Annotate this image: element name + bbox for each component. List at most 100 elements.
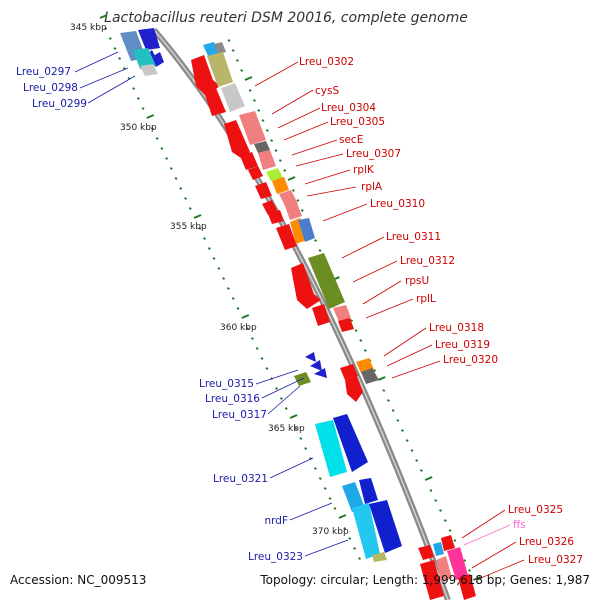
gene-label-lreu-0320: Lreu_0320	[443, 354, 498, 366]
scale-tick-minor	[296, 199, 300, 202]
gene-feature	[359, 478, 378, 504]
scale-tick-major	[193, 214, 202, 219]
leader-line	[291, 139, 338, 156]
scale-tick-major	[338, 514, 347, 519]
accession-text: Accession: NC_009513	[10, 573, 147, 587]
leader-line	[304, 539, 349, 557]
gene-label-lreu-0302: Lreu_0302	[299, 56, 354, 68]
gene-label-lreu-0318: Lreu_0318	[429, 322, 484, 334]
gene-feature	[272, 177, 289, 194]
gene-label-lreu-0298: Lreu_0298	[23, 82, 78, 94]
genome-backbone-highlight	[153, 29, 449, 600]
scale-tick-minor	[396, 419, 400, 422]
scale-tick-minor	[443, 519, 447, 522]
scale-label-350: 350 kbp	[120, 123, 157, 133]
scale-tick-minor	[212, 257, 216, 260]
scale-tick-minor	[169, 167, 173, 170]
leader-line	[341, 236, 385, 259]
gene-feature	[312, 304, 330, 326]
gene-feature	[258, 150, 276, 170]
gene-feature	[338, 318, 354, 332]
gene-label-lreu-0321: Lreu_0321	[213, 473, 268, 485]
gene-label-rpsu: rpsU	[405, 275, 429, 287]
scale-tick-minor	[227, 39, 231, 42]
scale-tick-minor	[274, 149, 278, 152]
scale-tick-minor	[350, 319, 354, 322]
scale-tick-minor	[250, 337, 254, 340]
scale-tick-minor	[358, 557, 361, 560]
leader-line	[261, 377, 305, 399]
scale-tick-minor	[429, 489, 433, 492]
scale-tick-minor	[104, 27, 108, 30]
map-title: Lactobacillus reuteri DSM 20016, complet…	[104, 10, 468, 26]
forward-gene-labels: Lreu_0302 cysS Lreu_0304 Lreu_0305 secE …	[299, 56, 583, 566]
gene-label-lreu-0297: Lreu_0297	[16, 66, 71, 78]
gene-feature	[290, 218, 307, 244]
gene-feature	[372, 552, 387, 562]
scale-tick-minor	[132, 87, 136, 90]
scale-tick-minor	[294, 427, 298, 430]
scale-label-370: 370 kbp	[312, 527, 349, 537]
scale-tick-minor	[261, 119, 265, 122]
scale-tick-major	[473, 576, 481, 581]
scale-tick-minor	[240, 69, 244, 72]
gene-feature	[369, 500, 402, 553]
scale-tick-minor	[203, 237, 206, 240]
scale-tick-major	[424, 476, 433, 481]
scale-tick-minor	[415, 459, 419, 462]
scale-tick-major	[146, 114, 155, 119]
leader-line	[352, 260, 398, 283]
scale-tick-minor	[291, 189, 295, 192]
scale-tick-minor	[318, 249, 322, 252]
gene-label-cyss: cysS	[315, 85, 339, 97]
label-leader-lines	[74, 51, 525, 581]
gene-feature	[254, 141, 270, 153]
scale-tick-minor	[151, 127, 154, 130]
scale-labels: 345 kbp 350 kbp 355 kbp 360 kbp 365 kbp …	[70, 23, 349, 537]
gene-feature	[441, 535, 455, 551]
scale-tick-minor	[391, 409, 395, 412]
reverse-gene-labels: Lreu_0297 Lreu_0298 Lreu_0299 Lreu_0315 …	[16, 66, 303, 563]
gene-label-lreu-0312: Lreu_0312	[400, 255, 455, 267]
gene-label-lreu-0327: Lreu_0327	[528, 554, 583, 566]
gene-feature	[285, 203, 302, 220]
gene-feature	[207, 52, 233, 87]
gene-feature	[433, 542, 444, 556]
leader-line	[283, 121, 329, 141]
gene-feature	[361, 368, 379, 384]
leader-line	[383, 327, 427, 357]
leader-line	[267, 385, 301, 415]
gene-label-lreu-0317: Lreu_0317	[212, 409, 267, 421]
leader-line	[79, 67, 129, 89]
gene-feature	[315, 420, 347, 477]
gene-feature	[314, 368, 327, 378]
gene-feature	[204, 88, 226, 116]
gene-label-lreu-0311: Lreu_0311	[386, 231, 441, 243]
gene-feature	[191, 55, 220, 96]
gene-feature	[436, 556, 452, 582]
scale-tick-minor	[283, 169, 287, 172]
gene-feature	[279, 190, 298, 208]
scale-tick-minor	[179, 187, 183, 190]
scale-tick-minor	[226, 287, 230, 290]
leader-line	[271, 89, 314, 115]
gene-label-lreu-0325: Lreu_0325	[508, 504, 563, 516]
gene-label-sece: secE	[339, 134, 363, 146]
leader-line	[277, 107, 321, 129]
scale-tick-minor	[222, 277, 226, 280]
scale-tick-minor	[359, 339, 363, 342]
gene-feature	[458, 574, 476, 600]
scale-tick-minor	[198, 227, 202, 230]
gene-feature	[239, 111, 266, 145]
scale-label-345: 345 kbp	[70, 23, 107, 33]
gene-label-rplk: rplK	[353, 164, 375, 176]
scale-tick-minor	[255, 347, 259, 350]
gene-feature	[224, 120, 250, 160]
gene-feature	[133, 48, 156, 69]
scale-tick-minor	[275, 387, 278, 390]
gene-feature	[333, 305, 351, 322]
leader-line	[386, 344, 433, 367]
scale-tick-minor	[231, 49, 235, 52]
scale-tick-minor	[118, 57, 122, 60]
gene-feature	[333, 414, 368, 472]
